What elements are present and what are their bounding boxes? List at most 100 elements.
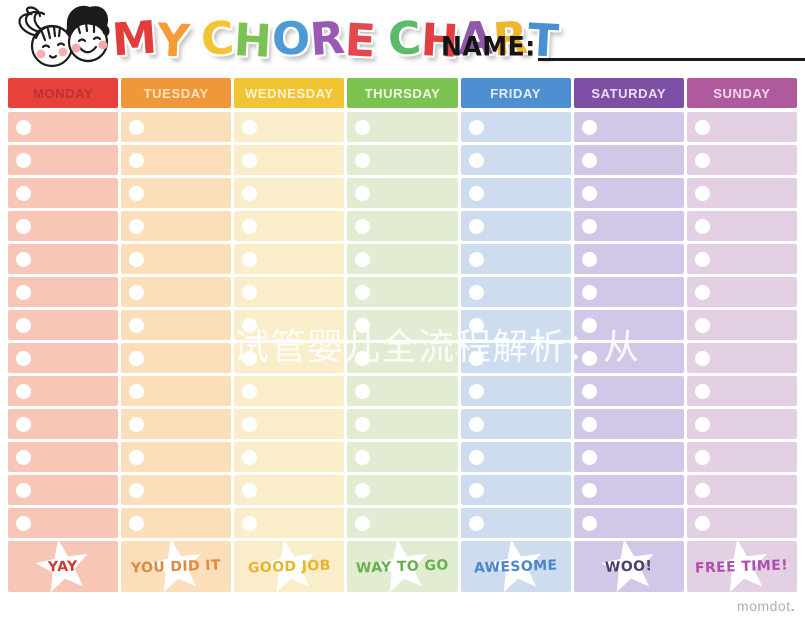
check-circle[interactable] <box>694 284 710 300</box>
check-circle[interactable] <box>355 185 371 201</box>
check-circle[interactable] <box>355 449 371 465</box>
check-circle[interactable] <box>468 350 484 366</box>
check-circle[interactable] <box>129 482 145 498</box>
check-circle[interactable] <box>581 416 597 432</box>
check-circle[interactable] <box>242 317 258 333</box>
check-circle[interactable] <box>468 251 484 267</box>
check-circle[interactable] <box>355 482 371 498</box>
check-circle[interactable] <box>581 119 597 135</box>
check-circle[interactable] <box>16 515 31 531</box>
check-circle[interactable] <box>129 449 145 465</box>
check-circle[interactable] <box>581 152 597 168</box>
check-circle[interactable] <box>16 482 31 498</box>
check-circle[interactable] <box>16 119 31 135</box>
check-circle[interactable] <box>581 185 597 201</box>
check-circle[interactable] <box>242 383 258 399</box>
chore-cell <box>460 178 571 208</box>
check-circle[interactable] <box>355 152 371 168</box>
chore-cell <box>460 244 571 274</box>
check-circle[interactable] <box>468 185 484 201</box>
check-circle[interactable] <box>242 449 258 465</box>
check-circle[interactable] <box>355 416 371 432</box>
check-circle[interactable] <box>694 317 710 333</box>
check-circle[interactable] <box>242 218 258 234</box>
check-circle[interactable] <box>355 251 371 267</box>
check-circle[interactable] <box>355 119 371 135</box>
check-circle[interactable] <box>694 515 710 531</box>
check-circle[interactable] <box>694 416 710 432</box>
check-circle[interactable] <box>16 218 31 234</box>
check-circle[interactable] <box>129 383 145 399</box>
check-circle[interactable] <box>355 284 371 300</box>
check-circle[interactable] <box>355 515 371 531</box>
name-line[interactable] <box>537 33 805 61</box>
check-circle[interactable] <box>16 317 31 333</box>
check-circle[interactable] <box>129 218 145 234</box>
check-circle[interactable] <box>694 185 710 201</box>
check-circle[interactable] <box>242 350 258 366</box>
check-circle[interactable] <box>242 284 258 300</box>
check-circle[interactable] <box>16 350 31 366</box>
check-circle[interactable] <box>242 119 258 135</box>
check-circle[interactable] <box>129 317 145 333</box>
check-circle[interactable] <box>581 515 597 531</box>
name-row: NAME: <box>441 31 805 62</box>
check-circle[interactable] <box>129 251 145 267</box>
check-circle[interactable] <box>694 482 710 498</box>
chore-cell <box>460 409 571 439</box>
check-circle[interactable] <box>581 218 597 234</box>
check-circle[interactable] <box>468 515 484 531</box>
check-circle[interactable] <box>355 218 371 234</box>
check-circle[interactable] <box>242 152 258 168</box>
check-circle[interactable] <box>581 251 597 267</box>
check-circle[interactable] <box>242 482 258 498</box>
check-circle[interactable] <box>694 383 710 399</box>
check-circle[interactable] <box>694 350 710 366</box>
check-circle[interactable] <box>355 350 371 366</box>
check-circle[interactable] <box>16 284 31 300</box>
check-circle[interactable] <box>581 482 597 498</box>
check-circle[interactable] <box>129 152 145 168</box>
check-circle[interactable] <box>16 185 31 201</box>
check-circle[interactable] <box>694 251 710 267</box>
check-circle[interactable] <box>129 284 145 300</box>
check-circle[interactable] <box>694 449 710 465</box>
check-circle[interactable] <box>468 449 484 465</box>
check-circle[interactable] <box>355 317 371 333</box>
check-circle[interactable] <box>694 152 710 168</box>
check-circle[interactable] <box>468 383 484 399</box>
chore-cell <box>121 508 232 538</box>
check-circle[interactable] <box>581 284 597 300</box>
check-circle[interactable] <box>16 383 31 399</box>
check-circle[interactable] <box>242 251 258 267</box>
check-circle[interactable] <box>468 119 484 135</box>
check-circle[interactable] <box>581 317 597 333</box>
check-circle[interactable] <box>694 119 710 135</box>
check-circle[interactable] <box>581 383 597 399</box>
check-circle[interactable] <box>468 218 484 234</box>
check-circle[interactable] <box>129 515 145 531</box>
check-circle[interactable] <box>242 416 258 432</box>
check-circle[interactable] <box>355 383 371 399</box>
check-circle[interactable] <box>468 152 484 168</box>
reward-label: YOU DID IT <box>131 556 222 577</box>
chore-cell <box>573 475 684 505</box>
check-circle[interactable] <box>468 482 484 498</box>
chore-cell <box>686 211 797 241</box>
check-circle[interactable] <box>468 317 484 333</box>
check-circle[interactable] <box>16 416 31 432</box>
check-circle[interactable] <box>581 449 597 465</box>
check-circle[interactable] <box>129 119 145 135</box>
check-circle[interactable] <box>16 449 31 465</box>
check-circle[interactable] <box>16 152 31 168</box>
check-circle[interactable] <box>468 284 484 300</box>
check-circle[interactable] <box>129 416 145 432</box>
check-circle[interactable] <box>129 185 145 201</box>
check-circle[interactable] <box>16 251 31 267</box>
check-circle[interactable] <box>581 350 597 366</box>
check-circle[interactable] <box>694 218 710 234</box>
check-circle[interactable] <box>242 185 258 201</box>
check-circle[interactable] <box>242 515 258 531</box>
check-circle[interactable] <box>129 350 145 366</box>
check-circle[interactable] <box>468 416 484 432</box>
